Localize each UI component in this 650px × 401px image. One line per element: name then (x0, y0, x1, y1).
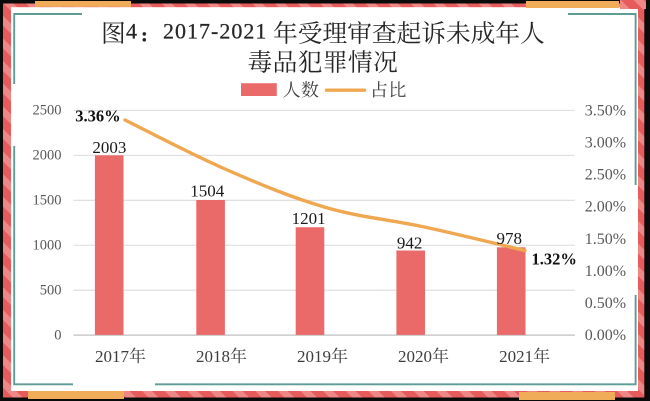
svg-text:1000: 1000 (33, 238, 62, 254)
svg-text:2000: 2000 (33, 148, 62, 164)
svg-text:2021: 2021 (499, 347, 533, 366)
svg-text:4: 4 (126, 19, 137, 44)
svg-text:1.00%: 1.00% (585, 263, 626, 280)
svg-text:2018: 2018 (196, 347, 230, 366)
svg-text:1504: 1504 (190, 181, 225, 200)
svg-text:2017: 2017 (95, 347, 130, 366)
svg-text:2.50%: 2.50% (585, 167, 626, 184)
svg-text:0.50%: 0.50% (585, 295, 626, 312)
svg-text:2.00%: 2.00% (585, 199, 626, 216)
svg-text:1201: 1201 (292, 209, 326, 228)
svg-text:2019: 2019 (297, 347, 331, 366)
svg-text:3.00%: 3.00% (585, 135, 626, 152)
svg-text:942: 942 (397, 233, 423, 252)
svg-text:2017-2021: 2017-2021 (163, 19, 267, 44)
svg-text:2003: 2003 (92, 138, 126, 157)
svg-text:2500: 2500 (33, 103, 62, 119)
svg-text:978: 978 (497, 229, 523, 248)
svg-text:0.00%: 0.00% (585, 327, 626, 344)
svg-text:500: 500 (40, 283, 62, 299)
svg-text:1500: 1500 (33, 193, 62, 209)
svg-text:3.50%: 3.50% (585, 102, 626, 119)
svg-text:3.36%: 3.36% (75, 106, 120, 125)
svg-text:1.50%: 1.50% (585, 231, 626, 248)
svg-text:0: 0 (54, 327, 61, 343)
svg-text:2020: 2020 (398, 347, 432, 366)
svg-text:1.32%: 1.32% (532, 250, 577, 269)
